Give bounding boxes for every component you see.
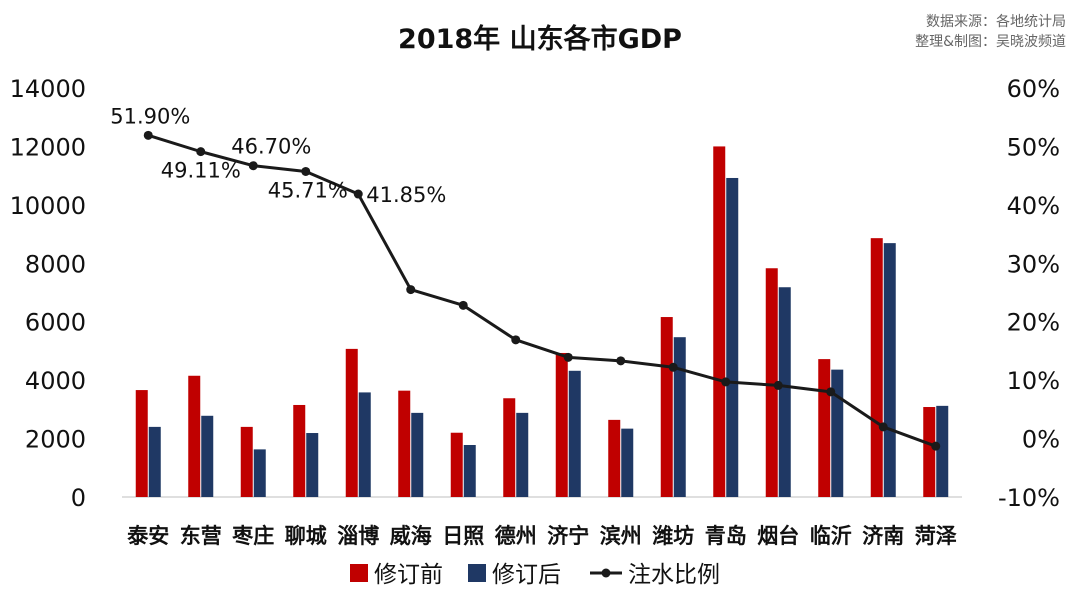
- x-tick-label: 泰安: [126, 524, 169, 548]
- bar-before: [450, 432, 463, 497]
- x-tick-label: 青岛: [705, 524, 747, 548]
- x-tick-label: 东营: [180, 524, 222, 548]
- bar-before: [660, 317, 673, 497]
- bar-after: [463, 444, 476, 497]
- data-label: 41.85%: [366, 183, 446, 207]
- bar-after: [148, 426, 161, 497]
- bar-before: [240, 426, 253, 497]
- y-left-tick-label: 4000: [25, 367, 86, 395]
- legend-label: 注水比例: [628, 562, 720, 588]
- x-tick-label: 菏泽: [915, 524, 957, 548]
- ratio-point: [301, 166, 311, 176]
- ratio-point: [931, 441, 941, 451]
- bar-after: [568, 370, 581, 497]
- x-tick-label: 济宁: [547, 524, 589, 548]
- y-right-tick-label: 60%: [1007, 75, 1060, 103]
- y-right-tick-label: 20%: [1007, 309, 1060, 337]
- ratio-point: [826, 387, 836, 397]
- bar-after: [201, 415, 214, 497]
- x-tick-label: 日照: [442, 524, 484, 548]
- bar-after: [673, 337, 686, 497]
- bar-before: [293, 404, 306, 497]
- bar-after: [726, 177, 739, 498]
- x-tick-label: 威海: [390, 524, 432, 548]
- ratio-point: [406, 285, 416, 295]
- bar-before: [608, 419, 621, 497]
- bar-before: [135, 390, 148, 497]
- ratio-point: [458, 300, 468, 310]
- bar-after: [358, 392, 371, 497]
- y-right-tick-label: 30%: [1007, 250, 1060, 278]
- ratio-line: [147, 133, 937, 448]
- y-right-tick-label: 50%: [1007, 133, 1060, 161]
- bar-before: [870, 238, 883, 497]
- bar-after: [936, 405, 949, 497]
- legend-swatch: [601, 568, 611, 578]
- y-left-tick-label: 14000: [10, 75, 86, 103]
- legend-label: 修订前: [374, 562, 443, 588]
- data-label: 51.90%: [110, 104, 190, 128]
- legend-label: 修订后: [492, 562, 561, 588]
- x-tick-label: 枣庄: [231, 524, 274, 548]
- bar-after: [883, 243, 896, 497]
- y-left-tick-label: 2000: [25, 426, 86, 454]
- ratio-point: [878, 422, 888, 432]
- bar-before: [818, 359, 831, 497]
- legend-swatch: [468, 564, 486, 582]
- bar-before: [503, 398, 516, 497]
- data-label: 45.71%: [268, 178, 348, 202]
- bar-after: [516, 412, 529, 497]
- ratio-point: [721, 377, 731, 387]
- legend-swatch: [350, 564, 368, 582]
- x-tick-label: 聊城: [285, 524, 327, 548]
- x-tick-label: 济南: [862, 524, 904, 548]
- y-right-tick-label: 10%: [1007, 367, 1060, 395]
- ratio-point: [353, 189, 363, 199]
- bar-before: [923, 407, 936, 497]
- source-line: 数据来源：各地统计局: [926, 14, 1066, 30]
- ratio-point: [196, 147, 206, 157]
- ratio-point: [773, 380, 783, 390]
- ratio-point: [563, 352, 573, 362]
- bar-before: [765, 268, 778, 497]
- x-tick-label: 潍坊: [652, 524, 694, 548]
- source-line: 整理&制图：吴晓波频道: [915, 34, 1066, 50]
- y-right-tick-label: 40%: [1007, 192, 1060, 220]
- data-label: 49.11%: [161, 159, 241, 183]
- bar-before: [188, 375, 201, 497]
- y-left-tick-label: 8000: [25, 250, 86, 278]
- bar-after: [778, 287, 791, 497]
- x-tick-label: 滨州: [600, 524, 642, 548]
- y-left-tick-label: 6000: [25, 309, 86, 337]
- data-label: 46.70%: [231, 135, 311, 159]
- bar-after: [411, 412, 424, 497]
- bar-before: [555, 352, 568, 497]
- bar-after: [306, 433, 319, 497]
- ratio-point: [143, 130, 153, 140]
- y-left-tick-label: 12000: [10, 133, 86, 161]
- y-right-tick-label: 0%: [1022, 426, 1060, 454]
- ratio-point: [248, 161, 258, 171]
- bar-before: [713, 146, 726, 497]
- bar-after: [831, 369, 844, 497]
- bar-before: [398, 390, 411, 497]
- y-right-tick-label: -10%: [998, 484, 1060, 512]
- bar-before: [345, 348, 358, 497]
- x-tick-label: 烟台: [757, 524, 799, 548]
- data-source-note: 数据来源：各地统计局 整理&制图：吴晓波频道: [915, 12, 1066, 52]
- chart-title: 2018年 山东各市GDP: [398, 23, 682, 55]
- ratio-point: [668, 362, 678, 372]
- ratio-point: [511, 335, 521, 345]
- y-left-tick-label: 0: [71, 484, 86, 512]
- x-tick-label: 临沂: [810, 524, 852, 548]
- x-tick-label: 淄博: [337, 524, 379, 548]
- y-left-tick-label: 10000: [10, 192, 86, 220]
- x-tick-label: 德州: [495, 524, 537, 548]
- bar-after: [621, 428, 634, 497]
- bar-after: [253, 449, 266, 497]
- ratio-point: [616, 356, 626, 366]
